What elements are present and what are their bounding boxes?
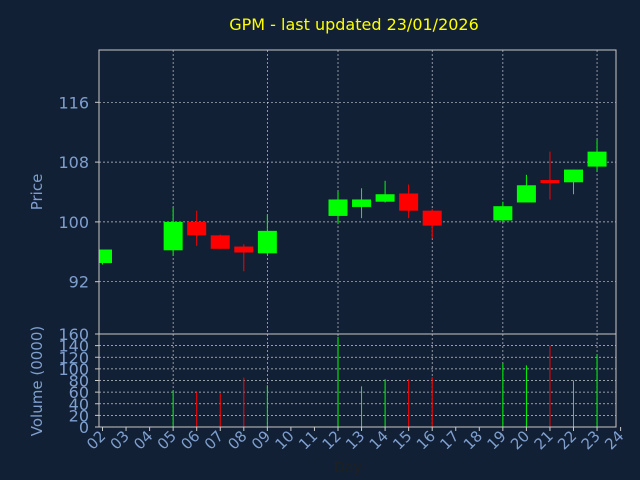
volume-tick-label: 20 (69, 406, 89, 425)
x-tick-label: 17 (436, 427, 462, 453)
x-tick-label: 10 (271, 427, 297, 453)
x-tick-label: 08 (224, 427, 250, 453)
x-tick-label: 05 (154, 427, 180, 453)
x-tick-label: 12 (319, 427, 345, 453)
candle-body (352, 199, 372, 207)
volume-tick-label: 40 (69, 395, 89, 414)
candle-body (328, 199, 348, 216)
volume-tick-label: 160 (58, 325, 89, 344)
price-panel-frame (98, 49, 617, 335)
x-tick-label: 11 (295, 427, 321, 453)
price-tick-label: 116 (58, 93, 89, 112)
x-tick-label: 24 (601, 427, 627, 453)
candle-body (375, 194, 395, 202)
volume-tick-label: 120 (58, 348, 89, 367)
x-tick-label: 06 (177, 427, 203, 453)
price-axis-ticks: 92 100 108 116 (58, 93, 99, 292)
volume-tick-label: 0 (79, 418, 89, 437)
candle-body (399, 193, 419, 211)
candle-body (234, 246, 254, 253)
candle-body (210, 235, 230, 249)
x-tick-label: 19 (483, 427, 509, 453)
x-axis-ticks: 0203040506070809101112131415161718192021… (83, 427, 627, 453)
chart-title: GPM - last updated 23/01/2026 (229, 15, 479, 34)
x-axis-label: Day (334, 460, 362, 476)
x-tick-label: 15 (389, 427, 415, 453)
price-candles (99, 139, 607, 272)
candle-body (99, 249, 112, 263)
candle-body (163, 221, 183, 251)
x-tick-label: 23 (578, 427, 604, 453)
x-tick-label: 13 (342, 427, 368, 453)
x-tick-label: 09 (248, 427, 274, 453)
volume-tick-label: 100 (58, 360, 89, 379)
candle-body (540, 180, 560, 184)
x-tick-label: 20 (507, 427, 533, 453)
x-tick-label: 18 (460, 427, 486, 453)
candle-body (257, 230, 277, 254)
x-tick-label: 03 (107, 427, 133, 453)
x-tick-label: 14 (366, 427, 392, 453)
volume-tick-label: 80 (69, 372, 89, 391)
x-tick-label: 21 (531, 427, 557, 453)
price-tick-label: 108 (58, 153, 89, 172)
candle-body (587, 151, 607, 167)
candle-body (187, 221, 207, 236)
x-tick-label: 07 (201, 427, 227, 453)
candle-body (564, 169, 583, 183)
price-tick-label: 100 (58, 213, 89, 232)
x-tick-label: 22 (554, 427, 580, 453)
x-tick-label: 04 (130, 427, 156, 453)
price-tick-label: 92 (69, 273, 89, 292)
candle-body (422, 210, 442, 226)
volume-tick-label: 60 (69, 383, 89, 402)
price-grid (99, 50, 616, 334)
volume-grid (99, 334, 616, 427)
candle-body (516, 185, 536, 203)
x-tick-label: 16 (413, 427, 439, 453)
candle-body (493, 206, 513, 221)
volume-bars (172, 336, 598, 427)
volume-axis-label: Volume (0000) (28, 326, 46, 436)
price-axis-label: Price (28, 174, 46, 211)
volume-tick-label: 140 (58, 337, 89, 356)
